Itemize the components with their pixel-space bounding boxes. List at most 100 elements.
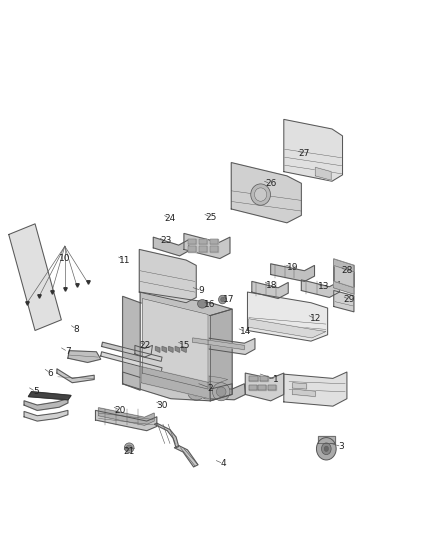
Text: 11: 11 bbox=[119, 256, 131, 264]
Text: 28: 28 bbox=[341, 266, 353, 275]
Text: 26: 26 bbox=[265, 180, 276, 188]
Polygon shape bbox=[284, 372, 347, 406]
Text: 18: 18 bbox=[266, 281, 277, 289]
Text: 20: 20 bbox=[115, 406, 126, 415]
Polygon shape bbox=[252, 281, 288, 298]
Ellipse shape bbox=[316, 438, 336, 460]
Polygon shape bbox=[192, 336, 255, 354]
Ellipse shape bbox=[191, 386, 201, 396]
Polygon shape bbox=[169, 346, 173, 352]
Polygon shape bbox=[152, 341, 193, 360]
Polygon shape bbox=[249, 376, 258, 381]
Polygon shape bbox=[249, 385, 257, 390]
Polygon shape bbox=[293, 389, 315, 397]
Polygon shape bbox=[184, 233, 230, 259]
Polygon shape bbox=[162, 346, 166, 352]
Text: 8: 8 bbox=[74, 325, 80, 334]
Polygon shape bbox=[155, 346, 160, 352]
Polygon shape bbox=[245, 373, 284, 401]
Polygon shape bbox=[99, 408, 154, 425]
Polygon shape bbox=[318, 436, 335, 443]
Polygon shape bbox=[9, 224, 61, 330]
Ellipse shape bbox=[251, 184, 271, 205]
Text: 4: 4 bbox=[221, 459, 226, 468]
Text: 19: 19 bbox=[287, 263, 298, 272]
Text: 29: 29 bbox=[344, 295, 355, 304]
Polygon shape bbox=[258, 385, 266, 390]
Text: 27: 27 bbox=[299, 149, 310, 158]
Polygon shape bbox=[24, 410, 68, 421]
Ellipse shape bbox=[212, 383, 230, 401]
Polygon shape bbox=[174, 446, 198, 467]
Polygon shape bbox=[284, 119, 343, 181]
Polygon shape bbox=[210, 246, 218, 252]
Ellipse shape bbox=[221, 297, 224, 302]
Polygon shape bbox=[175, 346, 180, 352]
Polygon shape bbox=[247, 292, 328, 341]
Ellipse shape bbox=[254, 188, 267, 201]
Text: 15: 15 bbox=[179, 341, 191, 350]
Polygon shape bbox=[102, 342, 162, 361]
Ellipse shape bbox=[324, 446, 328, 451]
Text: 2: 2 bbox=[208, 384, 213, 392]
Polygon shape bbox=[188, 239, 196, 244]
Text: 1: 1 bbox=[273, 375, 279, 384]
Text: 9: 9 bbox=[198, 286, 205, 295]
Polygon shape bbox=[57, 369, 94, 383]
Text: 30: 30 bbox=[156, 401, 168, 409]
Text: 3: 3 bbox=[339, 442, 345, 451]
Polygon shape bbox=[271, 264, 314, 281]
Polygon shape bbox=[154, 423, 179, 448]
Polygon shape bbox=[301, 280, 339, 297]
Ellipse shape bbox=[219, 295, 226, 304]
Text: 21: 21 bbox=[124, 448, 135, 456]
Text: 17: 17 bbox=[223, 295, 234, 304]
Polygon shape bbox=[199, 246, 207, 252]
Text: 22: 22 bbox=[140, 341, 151, 350]
Text: 5: 5 bbox=[33, 387, 39, 396]
Text: 25: 25 bbox=[205, 213, 217, 222]
Ellipse shape bbox=[321, 443, 331, 455]
Text: 24: 24 bbox=[164, 214, 176, 223]
Ellipse shape bbox=[126, 445, 132, 450]
Polygon shape bbox=[210, 239, 218, 244]
Polygon shape bbox=[268, 385, 276, 390]
Polygon shape bbox=[201, 375, 228, 383]
Polygon shape bbox=[183, 378, 245, 400]
Text: 12: 12 bbox=[310, 314, 321, 323]
Ellipse shape bbox=[124, 443, 134, 453]
Text: 10: 10 bbox=[59, 254, 71, 263]
Ellipse shape bbox=[198, 300, 207, 308]
Polygon shape bbox=[199, 239, 207, 244]
Polygon shape bbox=[123, 296, 140, 390]
Polygon shape bbox=[188, 246, 196, 252]
Text: 6: 6 bbox=[47, 369, 53, 377]
Polygon shape bbox=[193, 338, 244, 350]
Polygon shape bbox=[24, 399, 68, 410]
Polygon shape bbox=[123, 372, 232, 401]
Polygon shape bbox=[101, 352, 162, 372]
Polygon shape bbox=[334, 281, 354, 294]
Polygon shape bbox=[95, 410, 157, 431]
Text: 7: 7 bbox=[65, 348, 71, 356]
Polygon shape bbox=[260, 376, 268, 381]
Polygon shape bbox=[135, 345, 152, 357]
Polygon shape bbox=[210, 309, 232, 401]
Polygon shape bbox=[293, 383, 307, 389]
Polygon shape bbox=[153, 237, 189, 256]
Text: 23: 23 bbox=[160, 237, 171, 245]
Text: 14: 14 bbox=[240, 327, 251, 336]
Polygon shape bbox=[334, 290, 354, 312]
Polygon shape bbox=[334, 259, 354, 288]
Polygon shape bbox=[68, 351, 101, 362]
Ellipse shape bbox=[187, 382, 205, 400]
Polygon shape bbox=[249, 319, 326, 338]
Polygon shape bbox=[141, 367, 209, 399]
Text: 16: 16 bbox=[204, 301, 215, 309]
Polygon shape bbox=[182, 346, 186, 352]
Polygon shape bbox=[140, 292, 232, 316]
Polygon shape bbox=[334, 259, 354, 272]
Ellipse shape bbox=[216, 387, 226, 397]
Text: 13: 13 bbox=[318, 282, 330, 291]
Polygon shape bbox=[139, 249, 196, 303]
